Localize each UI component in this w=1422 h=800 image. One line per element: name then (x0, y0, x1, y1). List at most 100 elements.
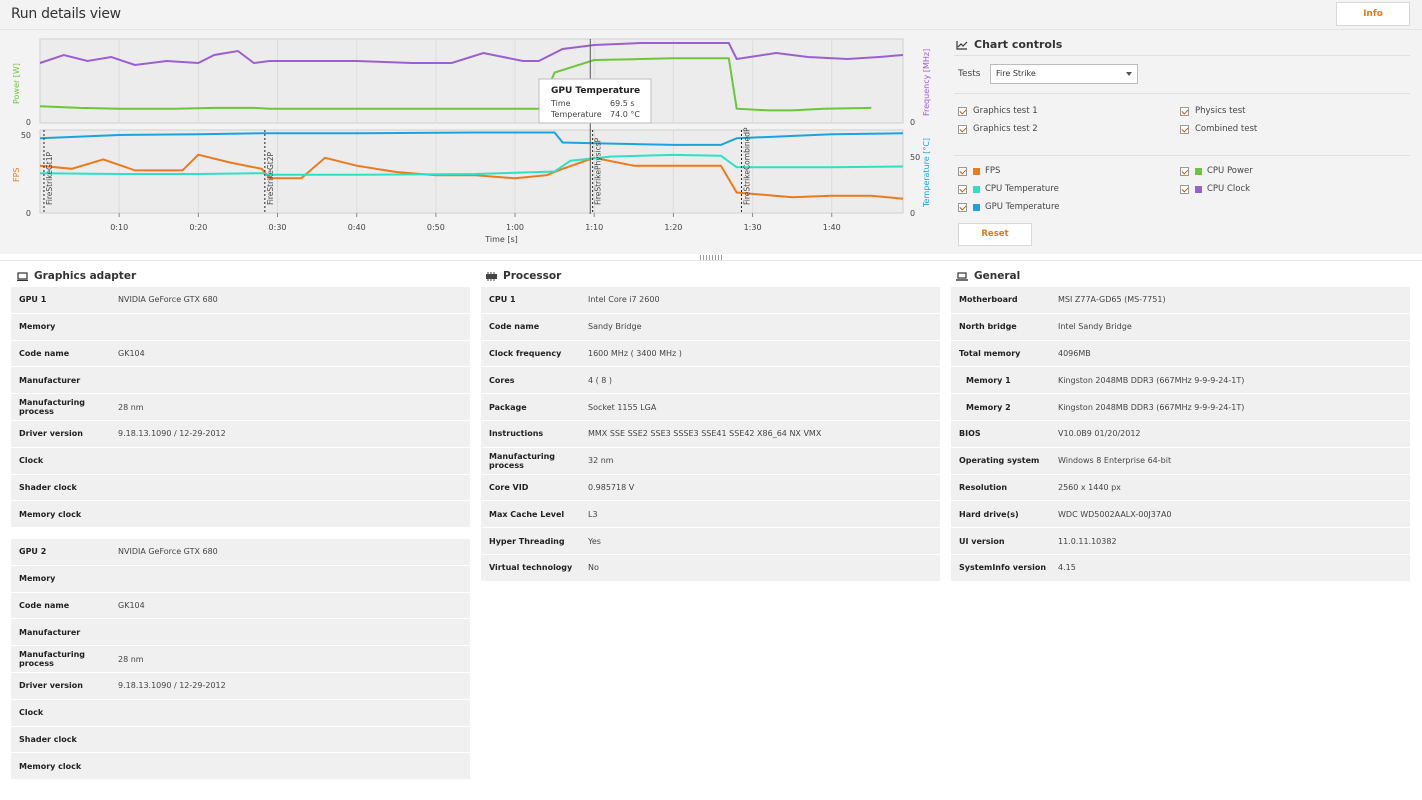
section-title: Graphics adapter (34, 270, 137, 282)
row-key: Virtual technology (489, 563, 573, 573)
checkbox-label: CPU Power (1207, 166, 1253, 176)
checkbox-icon (1180, 184, 1189, 194)
series-checkbox-cpu-power[interactable]: CPU Power (1180, 166, 1253, 176)
table-row: Code name GK104 (11, 592, 470, 620)
chart-controls: Chart controls Tests Fire Strike Graphic… (948, 31, 1410, 251)
table-row: Memory 2 Kingston 2048MB DDR3 (667MHz 9-9… (951, 394, 1410, 421)
test-checkbox-combined[interactable]: Combined test (1180, 124, 1257, 134)
row-value: NVIDIA GeForce GTX 680 (118, 295, 218, 305)
chart-line-icon (956, 40, 968, 50)
row-key: Memory (19, 322, 56, 332)
y-tick-label: 0 (910, 118, 915, 127)
series-checkbox-cpu-clock[interactable]: CPU Clock (1180, 184, 1250, 194)
fps-panel (39, 129, 904, 214)
gpu1-table: GPU 1 NVIDIA GeForce GTX 680 Memory Code na… (11, 287, 470, 529)
legend-swatch (1195, 185, 1202, 193)
x-tick-label: 0:20 (189, 223, 207, 232)
table-row: Memory (11, 313, 470, 341)
chart-controls-label: Chart controls (974, 38, 1063, 51)
cpu-temperature-line (39, 153, 904, 176)
y-tick-label: 50 (910, 153, 920, 162)
row-key: Cores (489, 375, 515, 385)
row-key: Memory (19, 574, 56, 584)
chart-controls-title: Chart controls (956, 38, 1062, 51)
row-key: Shader clock (19, 482, 77, 492)
top-bar: Run details view Info (0, 0, 1422, 30)
checkbox-label: Graphics test 1 (973, 106, 1038, 116)
row-value: Yes (588, 536, 601, 546)
row-value: Socket 1155 LGA (588, 402, 657, 412)
row-key: Memory 1 (966, 375, 1011, 385)
checkbox-label: FPS (985, 166, 1001, 176)
checkbox-icon (1180, 166, 1189, 176)
row-key: Code name (19, 348, 70, 358)
tests-select[interactable]: Fire Strike (990, 64, 1138, 84)
laptop-icon (956, 271, 968, 281)
row-key: Code name (489, 322, 540, 332)
checkbox-label: Graphics test 2 (973, 124, 1038, 134)
table-row: Hard drive(s) WDC WD5002AALX-00J37A0 (951, 501, 1410, 529)
test-checkbox-graphics-2[interactable]: Graphics test 2 (958, 124, 1038, 134)
series-checkbox-fps[interactable]: FPS (958, 166, 1000, 176)
table-row: GPU 1 NVIDIA GeForce GTX 680 (11, 287, 470, 314)
row-value: 1600 MHz ( 3400 MHz ) (588, 348, 682, 358)
table-row: Memory 1 Kingston 2048MB DDR3 (667MHz 9-9… (951, 367, 1410, 395)
monitor-icon (17, 271, 28, 281)
table-row: Driver version 9.18.13.1090 / 12-29-2012 (11, 672, 470, 700)
row-value: Intel Core i7 2600 (588, 295, 660, 305)
row-value: No (588, 563, 599, 573)
table-row: Resolution 2560 x 1440 px (951, 474, 1410, 502)
processor-table: CPU 1 Intel Core i7 2600 Code name Sandy Br… (481, 287, 940, 582)
tooltip-time-value: 69.5 s (610, 99, 635, 108)
table-row: Code name GK104 (11, 340, 470, 368)
table-row: Max Cache Level L3 (481, 501, 940, 529)
table-row: Clock (11, 447, 470, 475)
reset-button[interactable]: Reset (958, 223, 1032, 246)
x-tick-label: 1:40 (823, 223, 841, 232)
info-button[interactable]: Info (1336, 2, 1410, 26)
frequency-axis-label: Frequency [MHz] (922, 49, 931, 116)
checkbox-icon (958, 202, 967, 212)
row-key: Resolution (959, 482, 1008, 492)
row-key: Clock frequency (489, 348, 562, 358)
power-axis-label: Power [W] (12, 63, 21, 104)
checkbox-label: CPU Clock (1207, 184, 1251, 194)
row-value: 4 ( 8 ) (588, 375, 613, 385)
legend-swatch (973, 185, 980, 193)
panel-resize-handle[interactable] (700, 255, 722, 260)
x-tick-label: 0:30 (269, 223, 287, 232)
x-tick-label: 0:10 (110, 223, 128, 232)
table-row: Code name Sandy Bridge (481, 313, 940, 341)
row-value: GK104 (118, 600, 145, 610)
row-key: Max Cache Level (489, 509, 565, 519)
row-key: Package (489, 402, 527, 412)
run-chart[interactable]: 0:10 0:20 0:30 0:40 0:50 1:00 1:10 1:20 1:30 1:40… (0, 30, 948, 254)
test-checkbox-graphics-1[interactable]: Graphics test 1 (958, 106, 1038, 116)
row-value: V10.0B9 01/20/2012 (1058, 429, 1141, 439)
row-value: Intel Sandy Bridge (1058, 322, 1132, 332)
checkbox-label: Combined test (1195, 124, 1258, 134)
row-key: GPU 2 (19, 547, 47, 557)
series-checkbox-cpu-temperature[interactable]: CPU Temperature (958, 184, 1059, 194)
processor-title: Processor (486, 270, 561, 282)
row-key: UI version (959, 536, 1005, 546)
test-marker-label: FireStrikeGt2P (266, 152, 275, 205)
test-checkbox-physics[interactable]: Physics test (1180, 106, 1245, 116)
divider (0, 260, 1422, 261)
row-value: Kingston 2048MB DDR3 (667MHz 9-9-9-24-1T… (1058, 375, 1245, 385)
series-checkbox-gpu-temperature[interactable]: GPU Temperature (958, 202, 1059, 212)
processor-icon (486, 271, 497, 281)
x-tick-label: 1:30 (744, 223, 762, 232)
row-value: MMX SSE SSE2 SSE3 SSSE3 SSE41 SSE42 X86_… (588, 429, 822, 439)
x-tick-label: 0:50 (427, 223, 445, 232)
fps-axis-label: FPS (12, 167, 21, 182)
table-row: GPU 2 NVIDIA GeForce GTX 680 (11, 539, 470, 566)
legend-swatch (973, 167, 980, 175)
table-row: Core VID 0.985718 V (481, 474, 940, 502)
row-value: 4.15 (1058, 563, 1076, 573)
row-key: GPU 1 (19, 295, 47, 305)
checkbox-label: CPU Temperature (985, 184, 1059, 194)
table-row: Memory clock (11, 753, 470, 781)
test-marker-label: FireStrikeCombinedP (742, 127, 751, 205)
table-row: Manufacturer (11, 619, 470, 647)
